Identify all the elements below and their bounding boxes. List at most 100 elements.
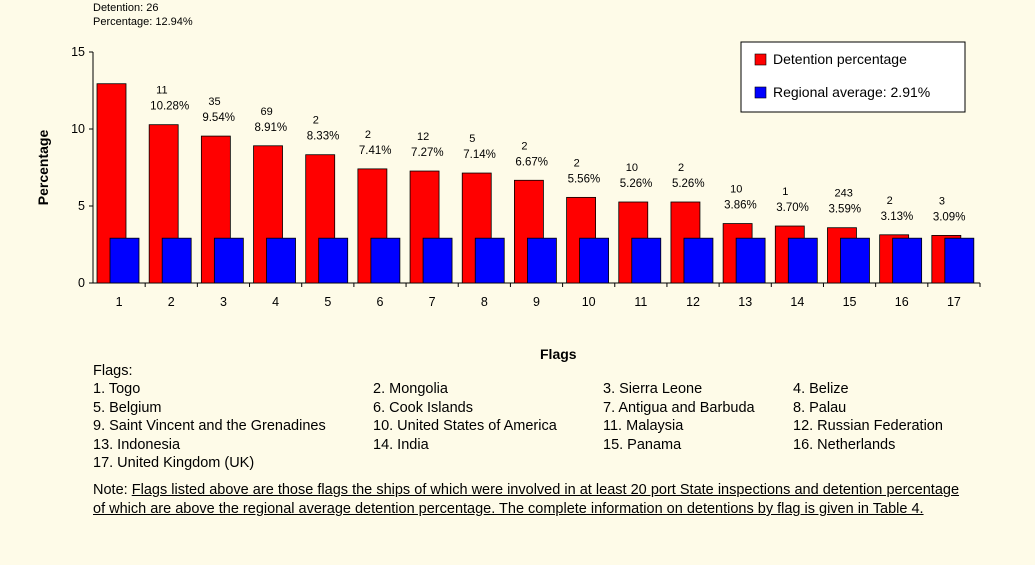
regional-average-bar (631, 237, 662, 284)
legend-swatch-regional (754, 86, 767, 99)
flag-item: 9. Saint Vincent and the Grenadines (93, 418, 326, 434)
percentage-data-label: 7.41% (359, 145, 392, 157)
flags-list: Flags: 1. Togo 2. Mongolia 3. Sierra Leone… (93, 362, 1023, 473)
flag-item: 4. Belize (793, 381, 849, 397)
flag-item: 2. Mongolia (373, 381, 448, 397)
regional-average-bar (892, 237, 923, 284)
flag-item: 17. United Kingdom (UK) (93, 455, 255, 471)
regional-average-bar (735, 237, 766, 284)
flag-item: 1. Togo (93, 381, 141, 397)
detention-count-label: 12 (417, 131, 429, 143)
detention-count-label: 10 (730, 184, 742, 196)
percentage-data-label: 7.27% (411, 147, 444, 159)
regional-average-bar (266, 237, 296, 284)
detention-count-label: 1 (782, 186, 788, 198)
detention-count-label: 2 (365, 129, 371, 141)
detention-count-label: 2 (313, 115, 319, 127)
detention-count-label: 2 (678, 162, 684, 174)
percentage-data-label: 5.26% (672, 178, 705, 190)
flag-item: 7. Antigua and Barbuda (603, 399, 755, 416)
detention-count-label: 2 (574, 157, 580, 169)
percentage-data-label: 7.14% (463, 149, 496, 161)
percentage-data-label: 8.33% (307, 131, 340, 143)
detention-count-label: 11 (156, 85, 167, 97)
percentage-data-label: 3.70% (776, 202, 809, 214)
percentage-data-label: 5.56% (568, 173, 601, 185)
percentage-data-label: 3.13% (881, 211, 914, 223)
note: Note: Flags listed above are those flags… (93, 481, 959, 519)
x-tick-label: 15 (843, 295, 857, 309)
regional-average-bar (840, 237, 870, 284)
legend-swatch-detention (754, 53, 767, 66)
flag-item: 13. Indonesia (93, 436, 181, 453)
detention-count-label: Detention: 26 (93, 2, 159, 14)
flag-item: 6. Cook Islands (373, 399, 473, 416)
percentage-data-label: 6.67% (515, 156, 548, 168)
flag-item: 3. Sierra Leone (603, 381, 703, 397)
flag-item: 10. United States of America (373, 418, 557, 434)
regional-average-bar (318, 237, 349, 284)
x-tick-label: 13 (738, 295, 752, 309)
x-tick-label: 4 (272, 295, 279, 309)
x-tick-label: 11 (634, 295, 647, 309)
detention-count-label: 35 (208, 96, 220, 108)
regional-average-bar (579, 237, 609, 284)
regional-average-bar (787, 237, 818, 284)
percentage-data-label: 3.86% (724, 200, 757, 212)
regional-average-bar (370, 237, 401, 284)
flag-item: 5. Belgium (93, 399, 162, 416)
detention-count-label: 243 (834, 188, 852, 200)
note-text: Flags listed above are those flags the s… (93, 482, 960, 517)
x-tick-label: 7 (429, 295, 436, 309)
x-tick-label: 16 (895, 295, 909, 309)
regional-average-bar (109, 237, 140, 284)
x-tick-label: 17 (947, 295, 961, 309)
y-tick-label: 5 (78, 199, 85, 213)
percentage-data-label: 8.91% (255, 122, 288, 134)
detention-count-label: 10 (626, 162, 638, 174)
detention-count-label: 2 (521, 140, 527, 152)
note-label: Note: (93, 482, 132, 498)
percentage-data-label: 10.28% (150, 101, 189, 113)
detention-count-label: 5 (469, 133, 475, 145)
legend-label-regional: Regional average: 2.91% (773, 84, 930, 100)
flag-item: 12. Russian Federation (793, 418, 943, 434)
x-tick-label: 6 (376, 295, 383, 309)
x-axis-title: Flags (540, 346, 577, 362)
percentage-data-label: 3.09% (933, 211, 966, 223)
flags-heading: Flags: (93, 363, 133, 379)
x-tick-label: 9 (533, 295, 540, 309)
flag-item: 14. India (373, 436, 429, 453)
regional-average-bar (527, 237, 557, 284)
flags-grid: 1. Togo 2. Mongolia 3. Sierra Leone 4. Beli… (93, 380, 1023, 473)
flag-item: 16. Netherlands (793, 436, 896, 453)
x-tick-label: 3 (220, 295, 227, 309)
percentage-data-label: 9.54% (202, 112, 235, 124)
regional-average-bar (161, 237, 192, 284)
flag-item: 8. Palau (793, 399, 847, 416)
regional-average-bar (474, 237, 505, 284)
y-tick-label: 0 (78, 276, 85, 290)
detention-count-label: 69 (261, 106, 273, 118)
x-tick-label: 5 (324, 295, 331, 309)
x-tick-label: 1 (116, 295, 123, 309)
y-tick-label: 15 (71, 45, 85, 59)
regional-average-bar (213, 237, 244, 284)
flag-item: 15. Panama (603, 436, 682, 453)
legend-box (740, 41, 966, 113)
legend-label-detention: Detention percentage (773, 51, 907, 67)
flag-item: 11. Malaysia (603, 418, 684, 434)
x-tick-label: 12 (686, 295, 700, 309)
x-tick-label: 2 (168, 295, 175, 309)
detention-count-label: 3 (939, 195, 945, 207)
y-axis-title: Percentage (35, 130, 51, 206)
percentage-data-label: 3.59% (828, 204, 861, 216)
percentage-data-label: 5.26% (620, 178, 653, 190)
x-tick-label: 14 (790, 295, 804, 309)
detention-count-label: 2 (887, 195, 893, 207)
x-tick-label: 8 (481, 295, 488, 309)
regional-average-bar (683, 237, 714, 284)
regional-average-bar (422, 237, 453, 284)
regional-average-bar (944, 237, 975, 284)
